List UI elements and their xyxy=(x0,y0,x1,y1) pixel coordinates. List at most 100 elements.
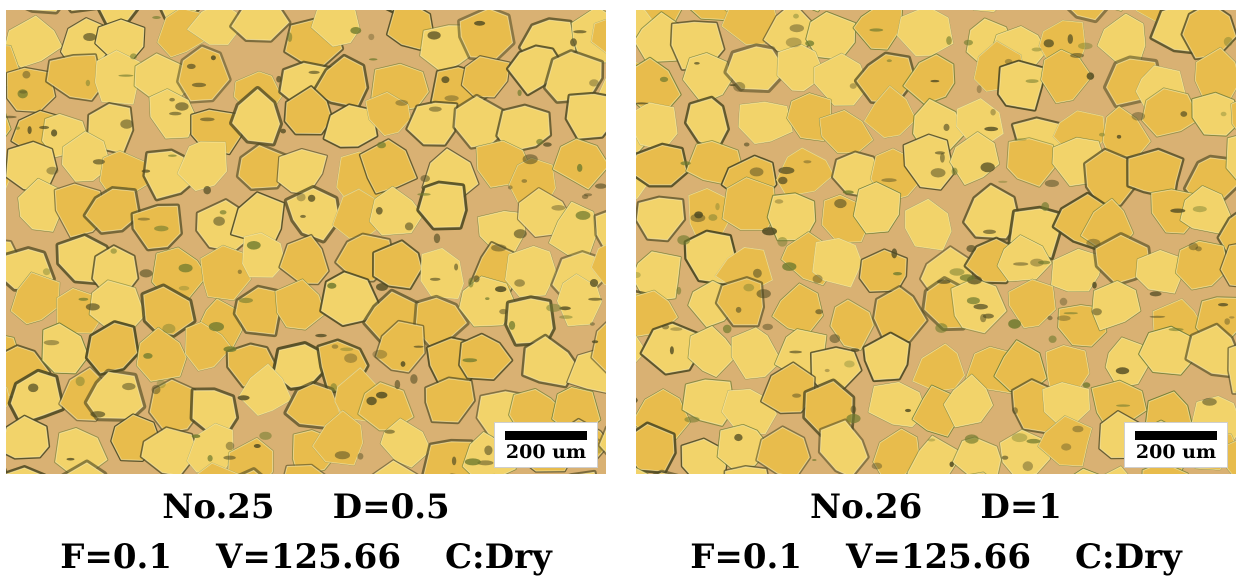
dark-phase-speck xyxy=(484,445,493,456)
grain xyxy=(907,435,959,474)
dark-phase-speck xyxy=(1013,262,1029,266)
dark-phase-speck xyxy=(782,262,797,271)
grain xyxy=(1138,326,1194,375)
dark-phase-speck xyxy=(849,83,857,89)
grain xyxy=(10,271,60,325)
dark-phase-speck xyxy=(1099,132,1105,137)
dark-phase-speck xyxy=(949,268,965,276)
grain xyxy=(1135,249,1184,294)
dark-phase-speck xyxy=(543,142,552,147)
dark-phase-speck xyxy=(976,85,982,94)
grain xyxy=(61,131,112,182)
dark-phase-speck xyxy=(762,227,777,236)
dark-phase-speck xyxy=(815,309,823,315)
dark-phase-speck xyxy=(886,59,892,63)
grain xyxy=(566,93,606,139)
dark-phase-speck xyxy=(43,340,60,346)
dark-phase-speck xyxy=(536,138,544,145)
grain xyxy=(777,44,826,92)
dark-phase-speck xyxy=(1195,246,1202,252)
grain xyxy=(227,437,274,474)
dark-phase-speck xyxy=(824,368,830,373)
grain xyxy=(636,251,681,303)
dark-phase-speck xyxy=(315,333,327,338)
dark-phase-speck xyxy=(893,272,902,276)
dark-phase-speck xyxy=(156,379,166,389)
dark-phase-speck xyxy=(1031,47,1042,52)
dark-phase-speck xyxy=(1168,327,1184,332)
dark-phase-speck xyxy=(1188,242,1199,251)
grain xyxy=(1141,88,1201,137)
grain xyxy=(6,15,63,68)
dark-phase-speck xyxy=(169,111,182,116)
dark-phase-speck xyxy=(715,203,720,211)
grain xyxy=(87,322,138,374)
grain xyxy=(231,10,290,41)
grain xyxy=(688,325,738,378)
dark-phase-speck xyxy=(844,360,855,368)
dark-phase-speck xyxy=(1059,297,1068,306)
dark-phase-speck xyxy=(130,53,137,60)
dark-phase-speck xyxy=(1086,72,1095,80)
dark-phase-speck xyxy=(1116,404,1131,407)
dark-phase-speck xyxy=(966,297,980,305)
dark-phase-speck xyxy=(559,306,571,311)
dark-phase-speck xyxy=(152,16,161,19)
dark-phase-speck xyxy=(789,24,804,33)
grain xyxy=(504,245,557,298)
dark-phase-speck xyxy=(85,79,91,87)
grain xyxy=(6,467,41,474)
grain xyxy=(244,469,259,474)
dark-phase-speck xyxy=(464,458,481,466)
dark-phase-speck xyxy=(246,241,261,250)
dark-phase-speck xyxy=(684,416,700,423)
grain xyxy=(813,10,820,12)
dark-phase-speck xyxy=(17,89,28,99)
dark-phase-speck xyxy=(42,268,51,276)
dark-phase-speck xyxy=(1057,315,1071,322)
grain xyxy=(1105,465,1128,474)
dark-phase-speck xyxy=(517,89,522,97)
dark-phase-speck xyxy=(276,75,282,83)
dark-phase-speck xyxy=(473,275,480,283)
grain xyxy=(1074,468,1098,474)
dark-phase-speck xyxy=(793,13,799,19)
grain xyxy=(681,438,727,474)
dark-phase-speck xyxy=(551,205,566,211)
dark-phase-speck xyxy=(869,28,884,32)
grain xyxy=(310,10,361,47)
dark-phase-speck xyxy=(1038,260,1051,265)
dark-phase-speck xyxy=(375,207,383,215)
dark-phase-speck xyxy=(812,459,817,461)
dark-phase-speck xyxy=(676,286,682,295)
dark-phase-speck xyxy=(581,194,589,199)
dark-phase-speck xyxy=(694,62,700,65)
grain xyxy=(6,115,11,136)
dark-phase-speck xyxy=(1013,138,1027,141)
dark-phase-speck xyxy=(477,460,494,466)
dark-phase-speck xyxy=(223,455,236,460)
dark-phase-speck xyxy=(1011,433,1028,443)
micrograph-image-right: 200 um xyxy=(636,10,1236,474)
dark-phase-speck xyxy=(1008,319,1021,329)
dark-phase-speck xyxy=(208,322,224,332)
caption-line2-left: F=0.1 V=125.66 C:Dry xyxy=(6,540,606,574)
dark-phase-speck xyxy=(949,461,954,468)
dark-phase-speck xyxy=(589,322,595,326)
grain xyxy=(590,244,606,286)
dark-phase-speck xyxy=(78,297,89,301)
grain xyxy=(595,212,606,252)
grain xyxy=(682,52,733,105)
grain xyxy=(726,46,787,91)
grain xyxy=(1220,244,1236,287)
dark-phase-speck xyxy=(708,214,718,221)
dark-phase-speck xyxy=(940,153,945,163)
grain xyxy=(716,278,764,326)
sample-number: No.25 xyxy=(162,487,275,527)
dark-phase-speck xyxy=(871,462,883,470)
dark-phase-speck xyxy=(400,361,406,367)
grain xyxy=(459,334,512,380)
micrograph-panel-left: 200 um No.25 D=0.5 F=0.1 V=125.66 C:Dry xyxy=(6,10,606,580)
dark-phase-speck xyxy=(491,244,507,252)
grain xyxy=(973,472,986,474)
